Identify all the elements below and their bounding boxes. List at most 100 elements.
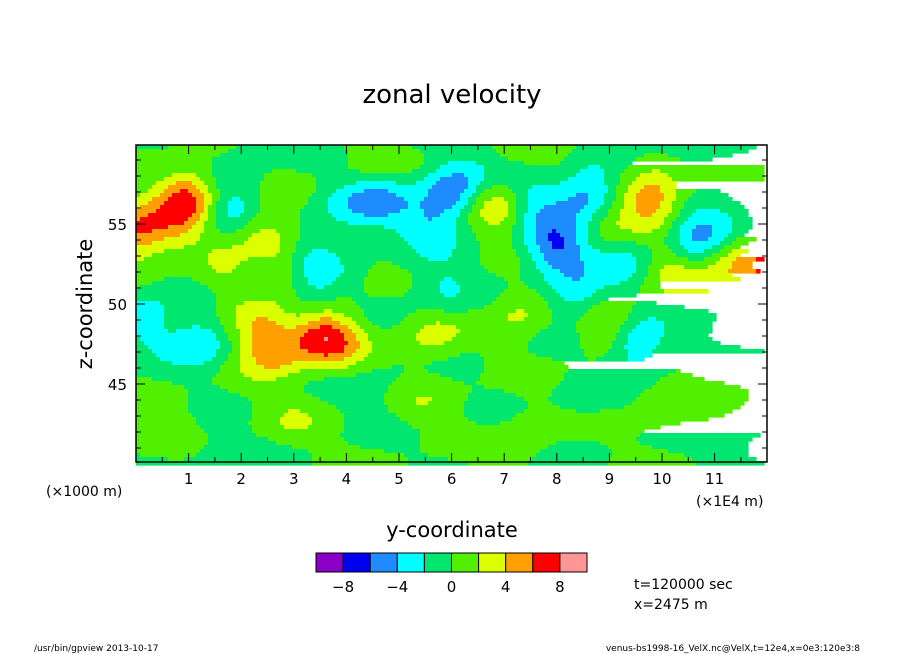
field-cell — [500, 153, 569, 158]
field-cell — [308, 197, 329, 202]
field-cell — [624, 169, 653, 174]
field-cell — [552, 241, 565, 246]
field-cell — [168, 145, 237, 150]
field-cell — [136, 237, 165, 242]
colorbar-swatch — [559, 552, 588, 573]
field-cell — [628, 349, 653, 354]
field-cell — [408, 205, 421, 210]
field-cell — [168, 457, 185, 462]
field-cell — [264, 177, 317, 182]
field-cell — [480, 377, 565, 382]
field-cell — [184, 221, 197, 226]
field-cell — [564, 245, 581, 250]
field-cell — [316, 285, 325, 290]
field-cell — [260, 197, 309, 202]
field-cell — [176, 329, 213, 334]
field-cell — [136, 421, 197, 426]
field-cell — [156, 209, 197, 214]
field-cell — [416, 249, 453, 254]
field-cell — [136, 233, 181, 238]
field-cell — [632, 309, 709, 314]
field-cell — [428, 369, 485, 374]
field-cell — [308, 321, 341, 326]
field-cell — [508, 285, 529, 290]
field-cell — [704, 257, 721, 262]
field-cell — [484, 177, 569, 182]
field-cell — [136, 265, 213, 270]
field-cell — [380, 325, 393, 330]
field-cell — [468, 197, 477, 202]
field-cell — [664, 321, 713, 326]
field-cell — [652, 257, 689, 262]
field-cell — [328, 353, 353, 358]
field-cell — [192, 325, 201, 330]
field-cell — [412, 169, 437, 174]
field-cell — [692, 213, 729, 218]
field-cell — [136, 309, 165, 314]
field-cell — [220, 189, 261, 194]
field-cell — [348, 153, 425, 158]
field-cell — [344, 337, 357, 342]
field-cell — [220, 193, 261, 198]
field-cell — [396, 229, 457, 234]
field-cell — [456, 237, 477, 242]
field-cell — [516, 221, 525, 226]
field-cell — [336, 253, 421, 258]
field-cell — [536, 233, 549, 238]
field-cell — [468, 181, 481, 186]
field-cell — [204, 205, 209, 210]
field-cell — [200, 189, 209, 194]
field-cell — [196, 453, 313, 458]
field-cell — [692, 457, 757, 462]
field-cell — [164, 249, 213, 254]
field-cell — [244, 205, 261, 210]
field-cell — [136, 169, 213, 174]
field-cell — [428, 401, 465, 406]
field-cell — [652, 261, 717, 266]
field-cell — [636, 257, 653, 262]
field-cell — [584, 273, 633, 278]
field-cell — [604, 201, 613, 206]
field-cell — [640, 433, 761, 438]
field-cell — [408, 201, 421, 206]
field-cell — [604, 237, 665, 242]
field-cell — [452, 249, 481, 254]
field-cell — [324, 353, 329, 358]
field-cell — [252, 345, 301, 350]
field-cell — [196, 185, 209, 190]
field-cell — [344, 269, 369, 274]
field-cell — [588, 193, 605, 198]
field-cell — [348, 157, 425, 162]
field-cell — [348, 201, 409, 206]
field-cell — [180, 189, 189, 194]
field-cell — [188, 229, 205, 234]
field-cell — [220, 197, 233, 202]
field-cell — [324, 377, 397, 382]
field-cell — [136, 209, 157, 214]
field-cell — [608, 213, 621, 218]
contour-field — [136, 145, 765, 466]
field-cell — [552, 401, 633, 406]
field-cell — [568, 177, 605, 182]
field-cell — [356, 301, 493, 306]
field-cell — [216, 297, 301, 302]
field-cell — [528, 405, 561, 410]
field-cell — [216, 205, 229, 210]
field-cell — [636, 261, 653, 266]
field-cell — [236, 305, 281, 310]
field-cell — [228, 389, 305, 394]
field-cell — [204, 181, 217, 186]
field-cell — [472, 225, 513, 230]
field-cell — [292, 277, 309, 282]
field-cell — [136, 241, 153, 246]
field-cell — [632, 401, 745, 406]
field-cell — [364, 281, 413, 286]
field-cell — [300, 209, 329, 214]
field-cell — [544, 257, 581, 262]
field-cell — [580, 245, 593, 250]
field-cell — [524, 217, 537, 222]
field-cell — [548, 233, 561, 238]
field-cell — [636, 209, 657, 214]
field-cell — [560, 405, 625, 410]
